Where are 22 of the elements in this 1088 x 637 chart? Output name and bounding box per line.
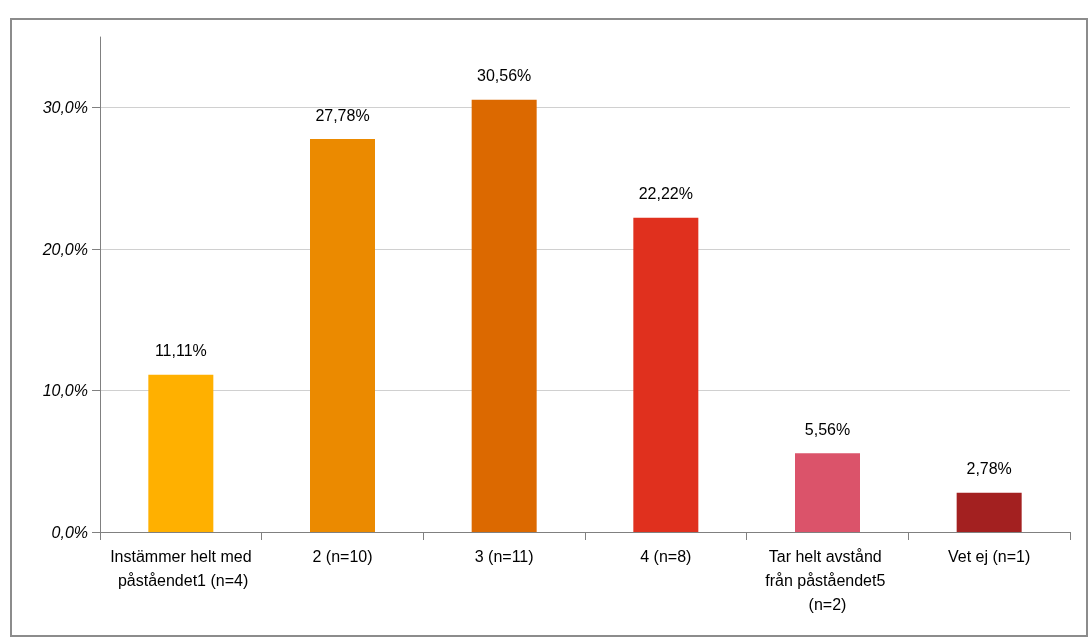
y-tick-label: 0,0%: [51, 523, 88, 541]
bar: [633, 217, 699, 532]
x-tick-label: Vet ej (n=1): [948, 547, 1031, 565]
x-tick-label: Tar helt avstånd från påståendet5 (n=2): [765, 547, 890, 613]
y-tick-label: 20,0%: [41, 240, 88, 258]
data-label: 30,56%: [477, 67, 532, 85]
data-label: 5,56%: [804, 420, 851, 438]
bar: [956, 492, 1022, 532]
bar: [471, 99, 537, 532]
data-label: 22,22%: [638, 185, 693, 203]
x-tick-label: 4 (n=8): [640, 547, 692, 565]
x-tick-label: Instämmer helt med påståendet1 (n=4): [110, 547, 252, 589]
y-tick-label: 30,0%: [42, 99, 88, 117]
data-label: 11,11%: [154, 342, 207, 360]
bar: [795, 453, 860, 532]
y-tick-label: 10,0%: [42, 382, 88, 400]
x-tick-label: 2 (n=10): [312, 547, 373, 565]
x-tick-label: 3 (n=11): [474, 547, 534, 565]
bar: [310, 139, 375, 532]
bar: [148, 374, 214, 532]
data-label: 27,78%: [315, 106, 370, 124]
data-label: 2,78%: [966, 460, 1012, 478]
